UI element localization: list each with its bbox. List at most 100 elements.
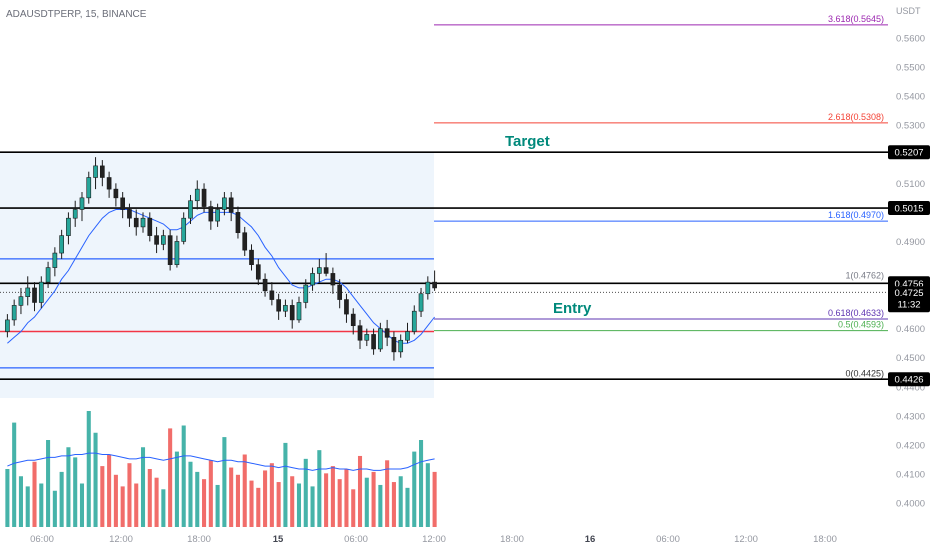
interval-label[interactable]: 15 [85, 9, 97, 20]
candle-body [344, 299, 349, 315]
volume-bar [113, 474, 118, 527]
candle [378, 322, 383, 352]
volume-bar [79, 483, 85, 527]
candle-body [378, 328, 383, 350]
fib-label: 3.618(0.5645) [828, 14, 884, 24]
volume-bar [107, 454, 112, 527]
candle-body [79, 197, 85, 210]
candle-body [45, 267, 51, 283]
candle [140, 212, 146, 233]
candle [174, 235, 180, 268]
volume-bar [195, 471, 200, 527]
volume-bar [5, 469, 10, 527]
candle [72, 200, 78, 227]
volume-bar [249, 480, 254, 527]
candle-body [255, 264, 261, 280]
svg-text:ADAUSDTPERP, 15, BINANCE: ADAUSDTPERP, 15, BINANCE [6, 9, 147, 20]
volume-bar [405, 487, 410, 527]
volume-bar [12, 422, 17, 527]
candle-body [133, 217, 139, 228]
candle-body [411, 310, 417, 332]
candle-body [154, 235, 159, 245]
volume-bar [181, 425, 186, 527]
price-level-label: 0.5015 [894, 204, 923, 215]
candle-body [391, 337, 397, 353]
volume-bar [222, 437, 227, 527]
candle-body [52, 252, 58, 268]
moving-average-line [7, 209, 435, 344]
x-tick-label: 06:00 [344, 534, 368, 545]
volume-bar [256, 487, 261, 527]
candle [188, 194, 193, 224]
candle-body [106, 177, 112, 190]
volume-bar [140, 447, 146, 527]
x-tick-label: 16 [585, 534, 596, 545]
candle [11, 299, 17, 326]
price-level-label: 0.4756 [894, 279, 923, 290]
candle [344, 293, 349, 323]
candle-body [140, 217, 146, 228]
volume-bar [412, 451, 417, 527]
candle [167, 229, 173, 271]
candle-body [350, 313, 356, 327]
candle-body [249, 249, 254, 265]
volume-bar [134, 483, 139, 527]
candle-body [276, 299, 281, 312]
x-tick-label: 06:00 [30, 534, 54, 545]
candle [276, 293, 281, 320]
volume-bar [425, 463, 430, 527]
x-tick-label: 12:00 [109, 534, 133, 545]
volume-bar [59, 471, 64, 527]
y-tick-label: 0.5100 [896, 179, 925, 190]
candle-body [161, 235, 166, 245]
candle-body [5, 319, 10, 332]
volume-bar [276, 482, 281, 527]
fib-label: 1.618(0.4970) [828, 210, 884, 220]
x-tick-label: 18:00 [187, 534, 211, 545]
candle [405, 322, 410, 344]
candle-body [120, 197, 126, 210]
candle [208, 200, 214, 230]
volume-bar [25, 486, 30, 527]
volume-bar [100, 466, 105, 527]
candle [262, 273, 268, 297]
symbol-label[interactable]: ADAUSDTPERP [6, 9, 81, 20]
candle [289, 299, 295, 329]
candle-body [296, 302, 302, 321]
volume-bar [324, 473, 329, 527]
volume-bar [86, 411, 91, 527]
countdown-label: 11:32 [897, 299, 920, 310]
range-zone [0, 152, 434, 398]
price-level-badge-bg [888, 372, 930, 387]
volume-ma-line [7, 452, 435, 471]
candle [350, 308, 356, 335]
candle [52, 247, 58, 277]
candle-body [25, 287, 31, 297]
volume-bar [46, 440, 51, 527]
x-tick-label: 15 [273, 534, 284, 545]
y-tick-label: 0.4500 [896, 353, 925, 364]
candle-body [235, 212, 241, 234]
volume-bar [235, 474, 240, 527]
volume-bar [229, 467, 234, 527]
volume-bar [371, 471, 376, 527]
candle [59, 229, 64, 259]
volume-bar [127, 463, 132, 527]
candle-body [242, 232, 248, 251]
candle-body [99, 165, 105, 178]
candle-body [86, 177, 92, 199]
candle [310, 267, 315, 291]
volume-bar [168, 428, 173, 527]
candle [296, 296, 302, 323]
volume-bar [398, 476, 403, 527]
volume-bar [385, 460, 390, 527]
candle-body [364, 334, 370, 341]
candle [411, 305, 417, 335]
candle [357, 319, 363, 349]
candle [235, 206, 241, 239]
candle [303, 279, 309, 309]
candle [201, 183, 207, 213]
candle-body [194, 188, 200, 202]
candle-body [113, 188, 119, 199]
